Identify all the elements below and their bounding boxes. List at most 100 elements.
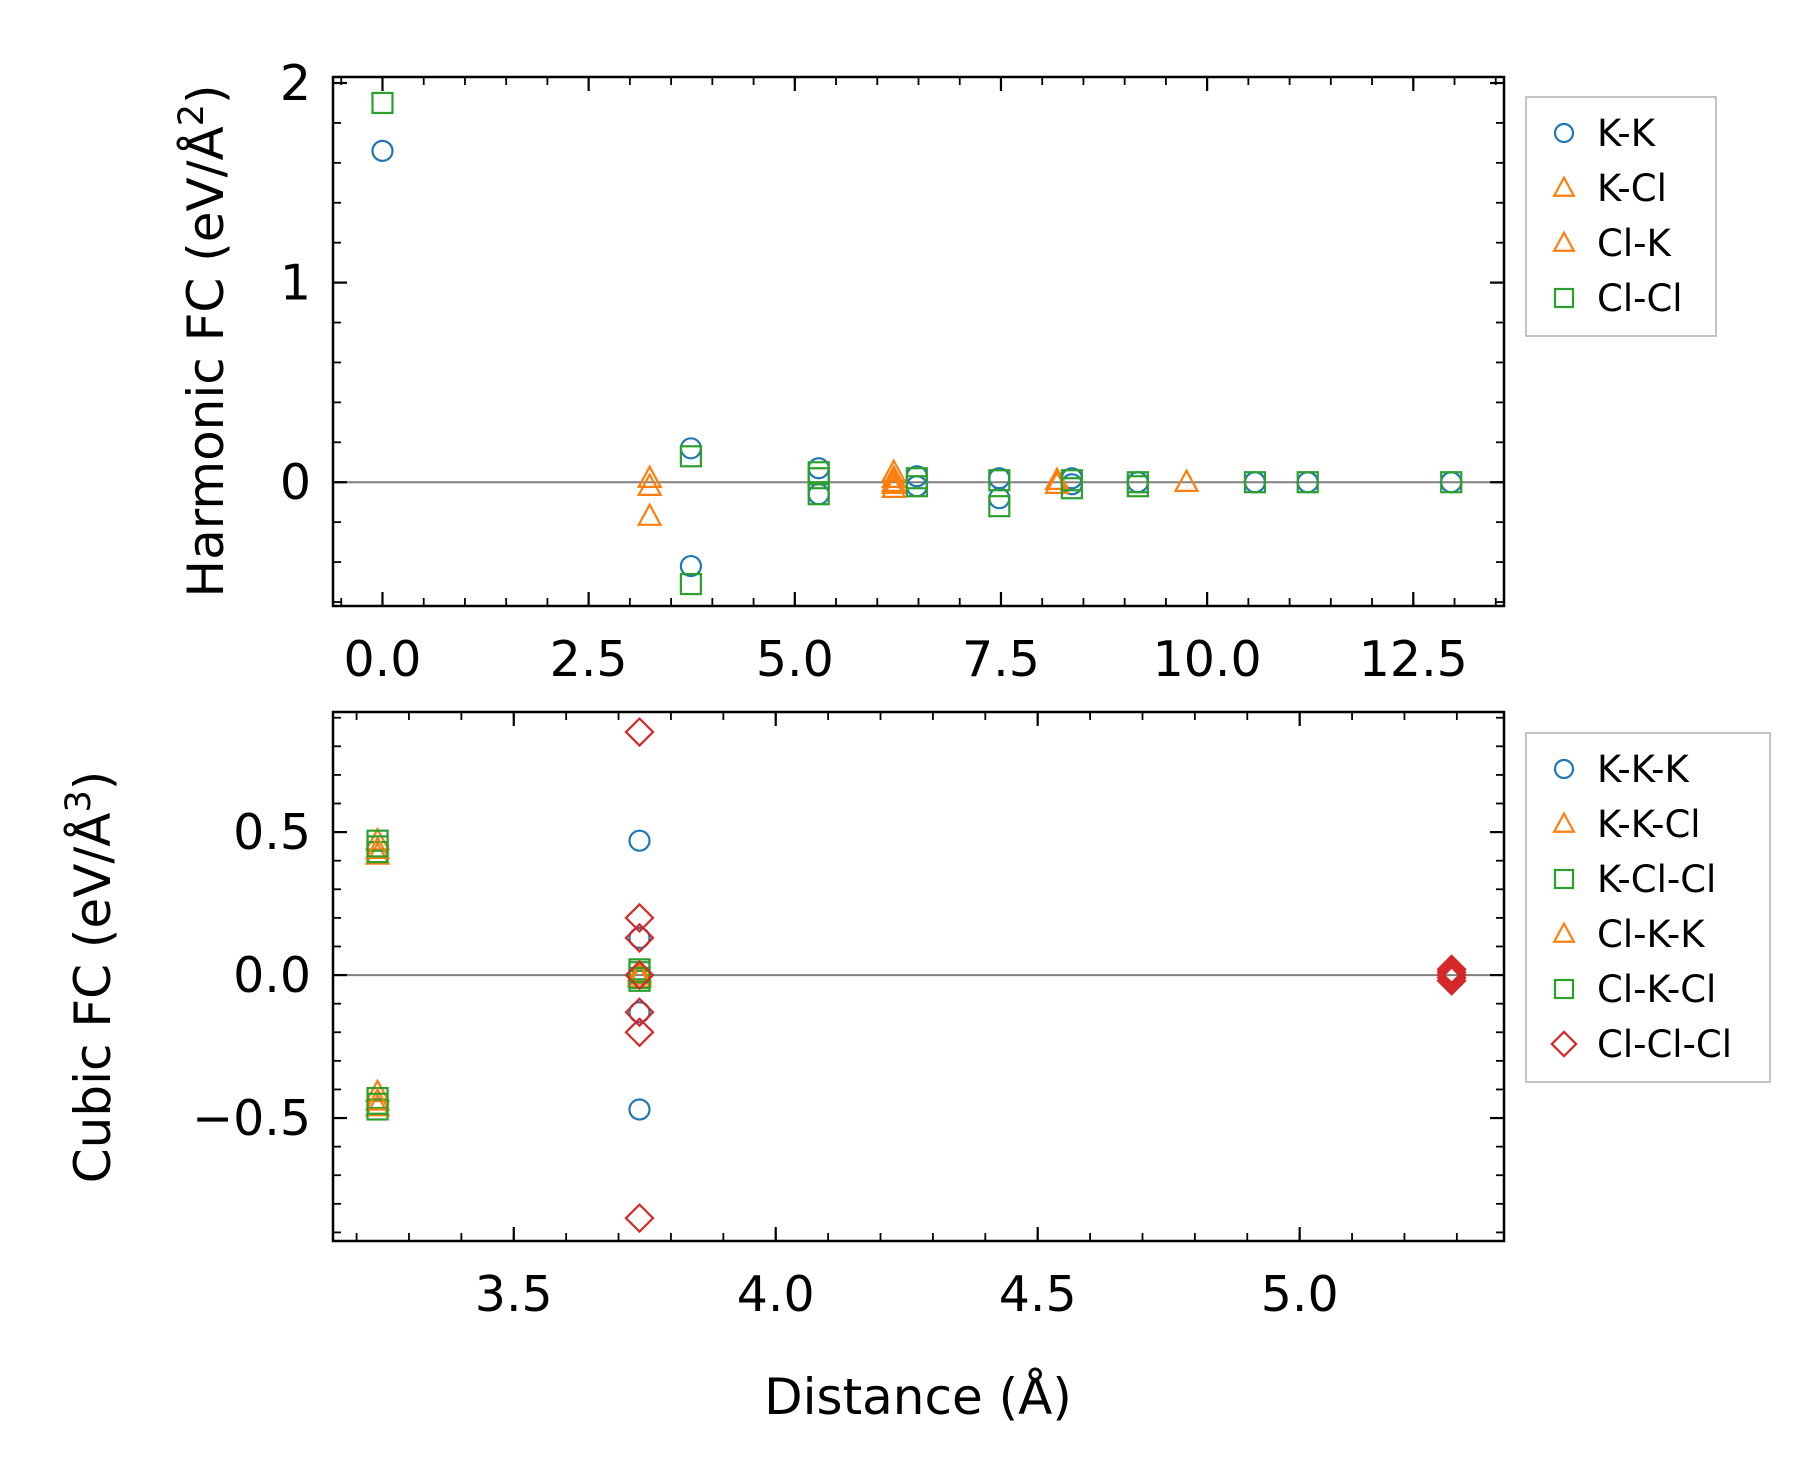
legend-entry: Cl-Cl bbox=[1597, 277, 1683, 320]
series-cl-cl bbox=[371, 91, 1463, 596]
data-point bbox=[679, 572, 702, 596]
data-point bbox=[364, 1092, 391, 1117]
y-tick-label: 2 bbox=[280, 55, 311, 112]
data-point bbox=[624, 922, 655, 953]
data-point bbox=[1436, 960, 1467, 991]
cubic-panel: 3.5 4.0 4.5 5.0 0.5 0.0 −0.5 Cubic FC (eV/Å3)… bbox=[59, 710, 1771, 1323]
legend-entry: Cl-K bbox=[1597, 222, 1672, 265]
data-point bbox=[626, 961, 653, 985]
data-point bbox=[1060, 477, 1083, 500]
cubic-y-tick-labels: 0.5 0.0 −0.5 bbox=[192, 804, 311, 1147]
harmonic-y-tick-labels: 0 1 2 bbox=[280, 55, 311, 511]
harmonic-x-tick-labels: 0.0 2.5 5.0 7.5 10.0 12.5 bbox=[344, 631, 1468, 688]
x-tick-label: 12.5 bbox=[1359, 631, 1468, 688]
legend-entry: K-K-K bbox=[1597, 748, 1690, 791]
data-point bbox=[905, 475, 928, 498]
data-point bbox=[371, 91, 394, 115]
data-point bbox=[988, 495, 1011, 518]
legend-marker-square bbox=[1553, 287, 1575, 309]
cubic-ticks bbox=[333, 712, 1504, 1241]
data-point bbox=[1436, 954, 1467, 985]
data-point bbox=[364, 826, 391, 851]
x-tick-label: 4.5 bbox=[999, 1266, 1077, 1323]
harmonic-plot-frame bbox=[331, 75, 1506, 608]
data-point bbox=[880, 468, 907, 492]
y-tick-label: 0.5 bbox=[233, 804, 311, 861]
legend-entry: Cl-K-K bbox=[1597, 913, 1706, 956]
x-tick-label: 4.0 bbox=[737, 1266, 815, 1323]
x-tick-label: 2.5 bbox=[550, 631, 628, 688]
data-point bbox=[371, 139, 394, 162]
data-point bbox=[679, 554, 702, 578]
legend-marker-triangle bbox=[1552, 175, 1576, 197]
data-point bbox=[364, 1087, 391, 1111]
cubic-x-tick-labels: 3.5 4.0 4.5 5.0 bbox=[475, 1266, 1339, 1323]
data-point bbox=[1440, 471, 1463, 494]
cubic-legend: K-K-K K-K-Cl K-Cl-Cl Cl-K-K Cl-K-Cl Cl-Cl-Cl bbox=[1525, 732, 1771, 1083]
harmonic-data-points bbox=[371, 91, 1463, 596]
legend-marker-circle bbox=[1553, 122, 1575, 144]
data-point bbox=[624, 997, 655, 1028]
x-tick-label: 5.0 bbox=[1261, 1266, 1339, 1323]
y-tick-label: −0.5 bbox=[192, 1090, 311, 1147]
x-tick-label: 10.0 bbox=[1153, 631, 1262, 688]
cubic-data-points bbox=[364, 716, 1467, 1234]
data-point bbox=[1436, 962, 1467, 993]
data-point bbox=[624, 716, 655, 748]
legend-entry: K-Cl-Cl bbox=[1597, 858, 1716, 901]
legend-entry: Cl-K-Cl bbox=[1597, 968, 1716, 1011]
y-tick-label: 1 bbox=[280, 255, 311, 312]
data-point bbox=[624, 1203, 655, 1234]
harmonic-panel: 0.0 2.5 5.0 7.5 10.0 12.5 0 1 2 Harmonic FC (eV… bbox=[172, 55, 1717, 688]
y-tick-label: 0.0 bbox=[233, 947, 311, 1004]
data-point bbox=[624, 960, 655, 991]
x-tick-label: 5.0 bbox=[756, 631, 834, 688]
data-point bbox=[624, 1017, 655, 1048]
series-k-k bbox=[371, 139, 1463, 578]
legend-marker-circle bbox=[1553, 758, 1575, 780]
series-cl-k-k bbox=[364, 835, 653, 1111]
cubic-plot-frame bbox=[331, 710, 1506, 1243]
data-point bbox=[366, 835, 389, 858]
series-k-k-cl bbox=[364, 826, 653, 1117]
x-tick-label: 7.5 bbox=[962, 631, 1040, 688]
data-point bbox=[628, 1001, 651, 1024]
data-point bbox=[1243, 471, 1267, 494]
legend-marker-triangle bbox=[1552, 921, 1576, 943]
data-point bbox=[628, 1098, 651, 1121]
data-point bbox=[1436, 957, 1467, 988]
data-point bbox=[1296, 471, 1319, 494]
data-point bbox=[364, 835, 391, 859]
x-tick-label: 3.5 bbox=[475, 1266, 553, 1323]
series-cl-cl-cl bbox=[624, 716, 1467, 1234]
legend-marker-diamond bbox=[1550, 1030, 1578, 1058]
data-point bbox=[628, 926, 651, 949]
data-point bbox=[366, 1092, 389, 1115]
data-point bbox=[679, 437, 702, 460]
legend-entry: K-K bbox=[1597, 112, 1657, 155]
data-point bbox=[1126, 475, 1149, 498]
y-tick-label: 0 bbox=[280, 454, 311, 511]
data-point bbox=[364, 1078, 391, 1103]
data-point bbox=[364, 841, 391, 865]
data-point bbox=[636, 472, 663, 496]
harmonic-y-axis-title: Harmonic FC (eV/Å2) bbox=[172, 84, 235, 597]
legend-entry: K-K-Cl bbox=[1597, 803, 1701, 846]
data-point bbox=[626, 964, 653, 988]
data-point bbox=[807, 483, 830, 506]
data-point bbox=[636, 502, 663, 526]
data-point bbox=[880, 464, 907, 488]
data-point bbox=[880, 458, 907, 482]
data-point bbox=[988, 469, 1011, 492]
data-point bbox=[807, 467, 830, 490]
harmonic-ticks bbox=[333, 77, 1504, 606]
legend-entry: Cl-Cl-Cl bbox=[1597, 1023, 1732, 1066]
data-point bbox=[624, 902, 655, 933]
legend-marker-triangle bbox=[1552, 230, 1576, 252]
cubic-y-axis-title: Cubic FC (eV/Å3) bbox=[59, 771, 122, 1184]
legend-marker-square bbox=[1553, 978, 1575, 1000]
x-axis-title: Distance (Å) bbox=[764, 1368, 1072, 1426]
x-tick-label: 0.0 bbox=[344, 631, 422, 688]
legend-marker-triangle bbox=[1552, 811, 1576, 833]
